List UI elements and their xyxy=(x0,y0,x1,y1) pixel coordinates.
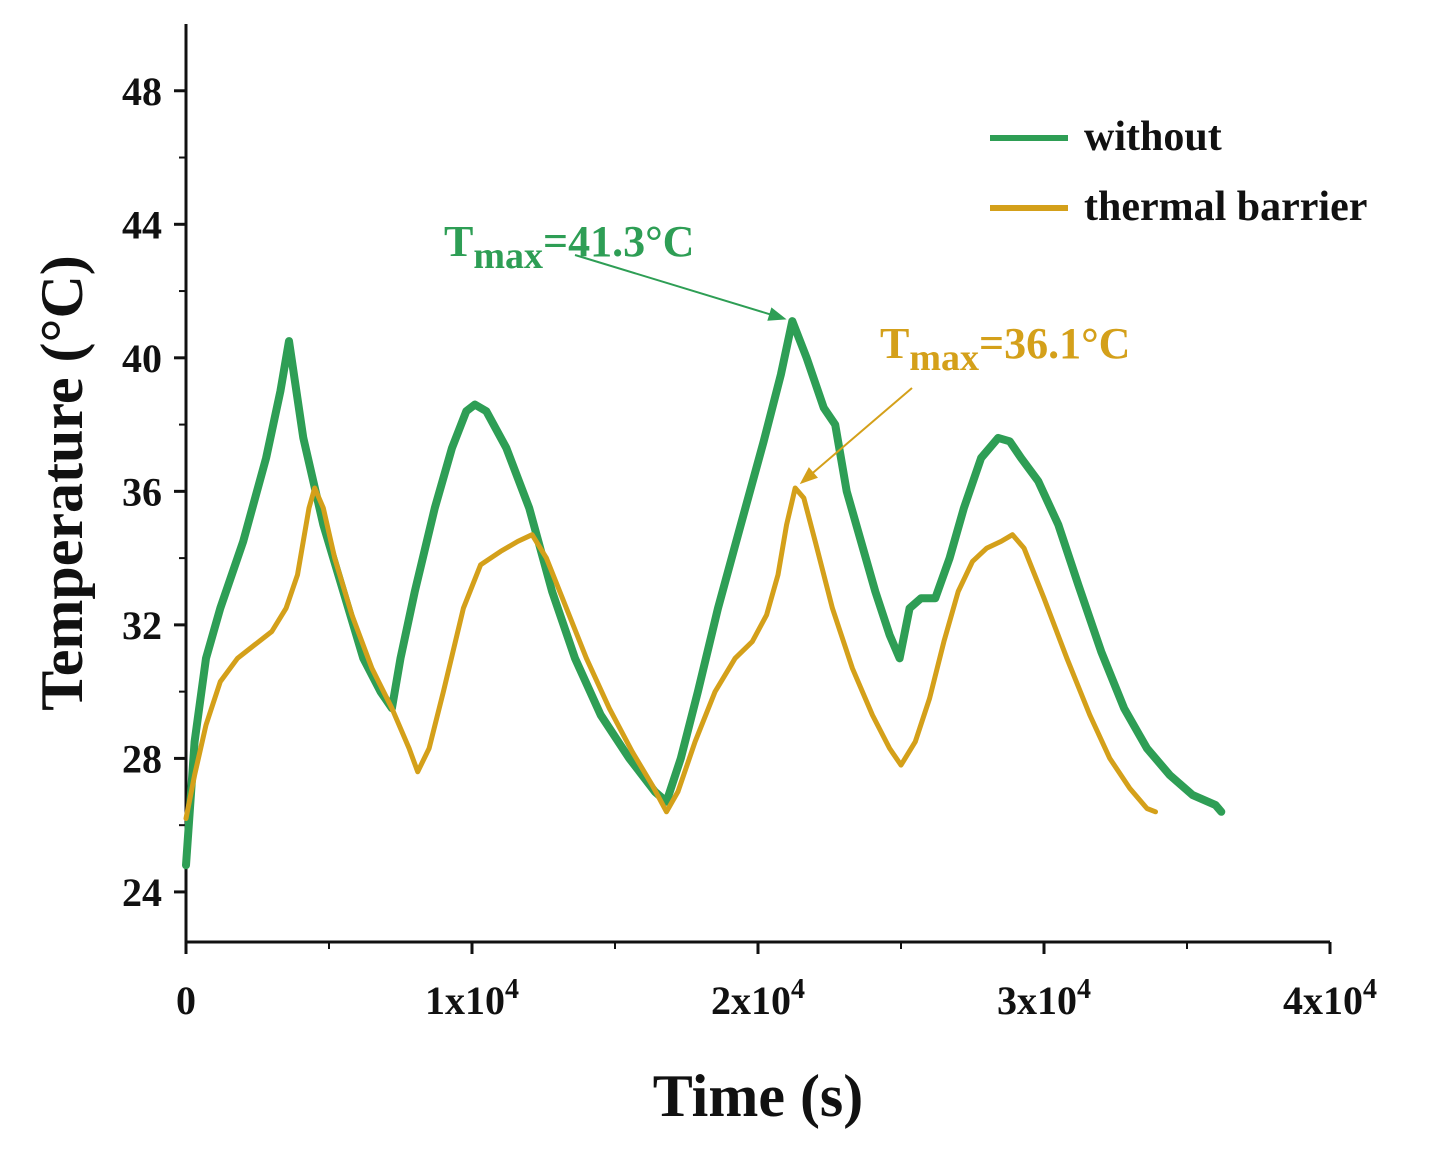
annotation-arrowhead-barrier-max xyxy=(799,467,818,485)
axes xyxy=(184,24,1330,944)
y-tick-label: 28 xyxy=(122,736,162,781)
y-ticks: 24 28 32 36 40 44 48 xyxy=(122,69,186,915)
legend: without thermal barrier xyxy=(990,114,1367,230)
x-tick-label: 0 xyxy=(176,978,196,1023)
y-tick-label: 32 xyxy=(122,603,162,648)
annotations: Tmax=41.3°C Tmax=36.1°C xyxy=(444,217,1130,485)
annotation-arrow-barrier-max xyxy=(809,387,913,476)
series-line-thermal-barrier xyxy=(183,485,1158,821)
series-lines xyxy=(182,317,1226,870)
x-tick-label: 1x104 xyxy=(425,974,519,1023)
annotation-without-max: Tmax=41.3°C xyxy=(444,217,694,277)
x-tick-label: 4x104 xyxy=(1283,974,1377,1023)
x-ticks: 0 1x104 2x104 3x104 4x104 xyxy=(176,942,1377,1023)
x-axis-title: Time (s) xyxy=(653,1063,864,1129)
y-tick-label: 44 xyxy=(122,202,162,247)
annotation-arrow-without-max xyxy=(574,254,774,317)
y-tick-label: 36 xyxy=(122,469,162,514)
x-tick-label: 2x104 xyxy=(711,974,805,1023)
legend-label-thermal-barrier: thermal barrier xyxy=(1084,184,1367,230)
annotation-barrier-max: Tmax=36.1°C xyxy=(880,319,1130,379)
legend-label-without: without xyxy=(1084,114,1222,160)
x-tick-label: 3x104 xyxy=(997,974,1091,1023)
series-line-without xyxy=(182,317,1226,870)
y-axis-title: Temperature (°C) xyxy=(29,255,95,711)
y-tick-label: 24 xyxy=(122,870,162,915)
annotation-arrowhead-without-max xyxy=(767,307,787,321)
y-tick-label: 40 xyxy=(122,336,162,381)
y-tick-label: 48 xyxy=(122,69,162,114)
